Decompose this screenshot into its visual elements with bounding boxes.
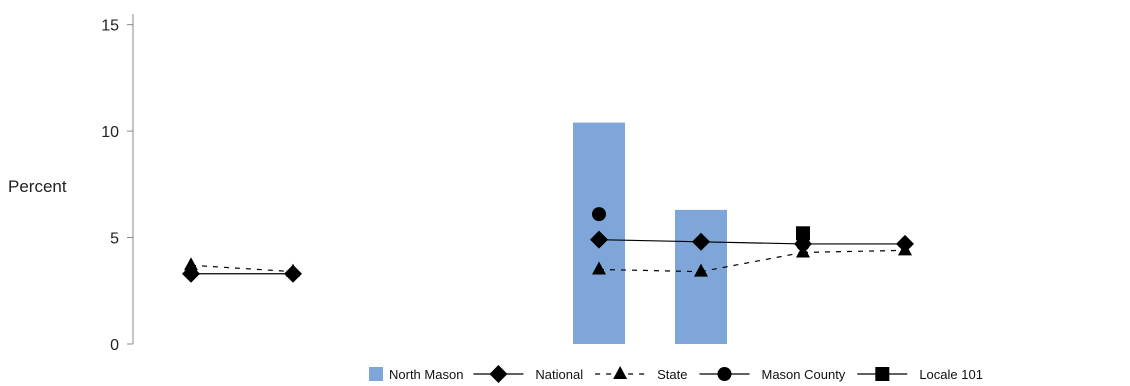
marker-state — [796, 244, 810, 258]
legend-item-north-mason: North Mason — [369, 367, 463, 382]
marker-national — [590, 230, 608, 249]
legend-swatch — [369, 367, 383, 381]
y-axis-title: Percent — [8, 177, 67, 196]
marker-locale-101 — [796, 226, 810, 241]
legend-label: Mason County — [761, 367, 845, 382]
legend-marker — [613, 366, 628, 379]
marker-mason-county — [592, 207, 606, 222]
y-tick-label: 5 — [110, 231, 119, 248]
line-state — [190, 264, 294, 273]
legend-label: Locale 101 — [919, 367, 983, 382]
marker-national — [692, 232, 710, 251]
line-national — [700, 241, 804, 245]
legend-label: National — [535, 367, 583, 382]
legend-item-mason-county: Mason County — [699, 367, 846, 382]
legend-item-state: State — [595, 366, 687, 382]
marker-state — [898, 242, 912, 256]
markers-layer — [182, 207, 914, 283]
marker-mason-county — [796, 236, 810, 251]
legend-marker — [489, 365, 508, 383]
y-tick-label: 10 — [101, 124, 119, 141]
y-axis: Percent — [8, 14, 134, 344]
y-tick-label: 15 — [101, 18, 119, 35]
lines-layer — [190, 239, 906, 275]
legend-marker — [875, 367, 890, 381]
marker-state — [286, 263, 300, 277]
bar-north-mason — [675, 209, 727, 344]
legend-label: State — [657, 367, 687, 382]
marker-state — [694, 263, 708, 277]
y-ticks: 0 5 10 15 — [101, 18, 133, 354]
y-tick-label: 0 — [110, 337, 119, 354]
bars-layer — [573, 122, 727, 344]
line-state — [802, 249, 906, 254]
legend-item-national: National — [473, 365, 583, 383]
marker-state — [592, 261, 606, 275]
line-national — [598, 239, 702, 243]
legend: North Mason National State Mason County Loca… — [369, 365, 983, 383]
marker-state — [184, 257, 198, 271]
legend-item-locale-101: Locale 101 — [857, 367, 983, 382]
legend-marker — [717, 367, 732, 381]
legend-label: North Mason — [389, 367, 463, 382]
